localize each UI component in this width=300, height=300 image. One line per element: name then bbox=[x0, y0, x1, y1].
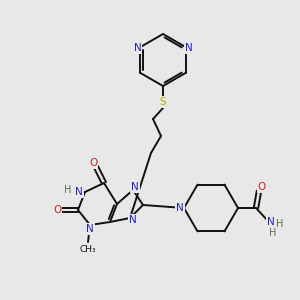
Text: N: N bbox=[184, 43, 192, 53]
Text: H: H bbox=[276, 219, 284, 229]
Text: N: N bbox=[134, 43, 141, 53]
Text: O: O bbox=[53, 205, 61, 215]
Text: H: H bbox=[64, 185, 72, 195]
Text: O: O bbox=[258, 182, 266, 192]
Text: N: N bbox=[267, 217, 275, 227]
Text: N: N bbox=[129, 215, 137, 225]
Text: N: N bbox=[131, 182, 139, 192]
Text: O: O bbox=[89, 158, 97, 168]
Text: N: N bbox=[75, 187, 83, 197]
Text: CH₃: CH₃ bbox=[80, 244, 96, 253]
Text: N: N bbox=[176, 203, 184, 213]
Text: N: N bbox=[86, 224, 94, 234]
Text: S: S bbox=[160, 97, 166, 107]
Text: H: H bbox=[269, 228, 277, 238]
